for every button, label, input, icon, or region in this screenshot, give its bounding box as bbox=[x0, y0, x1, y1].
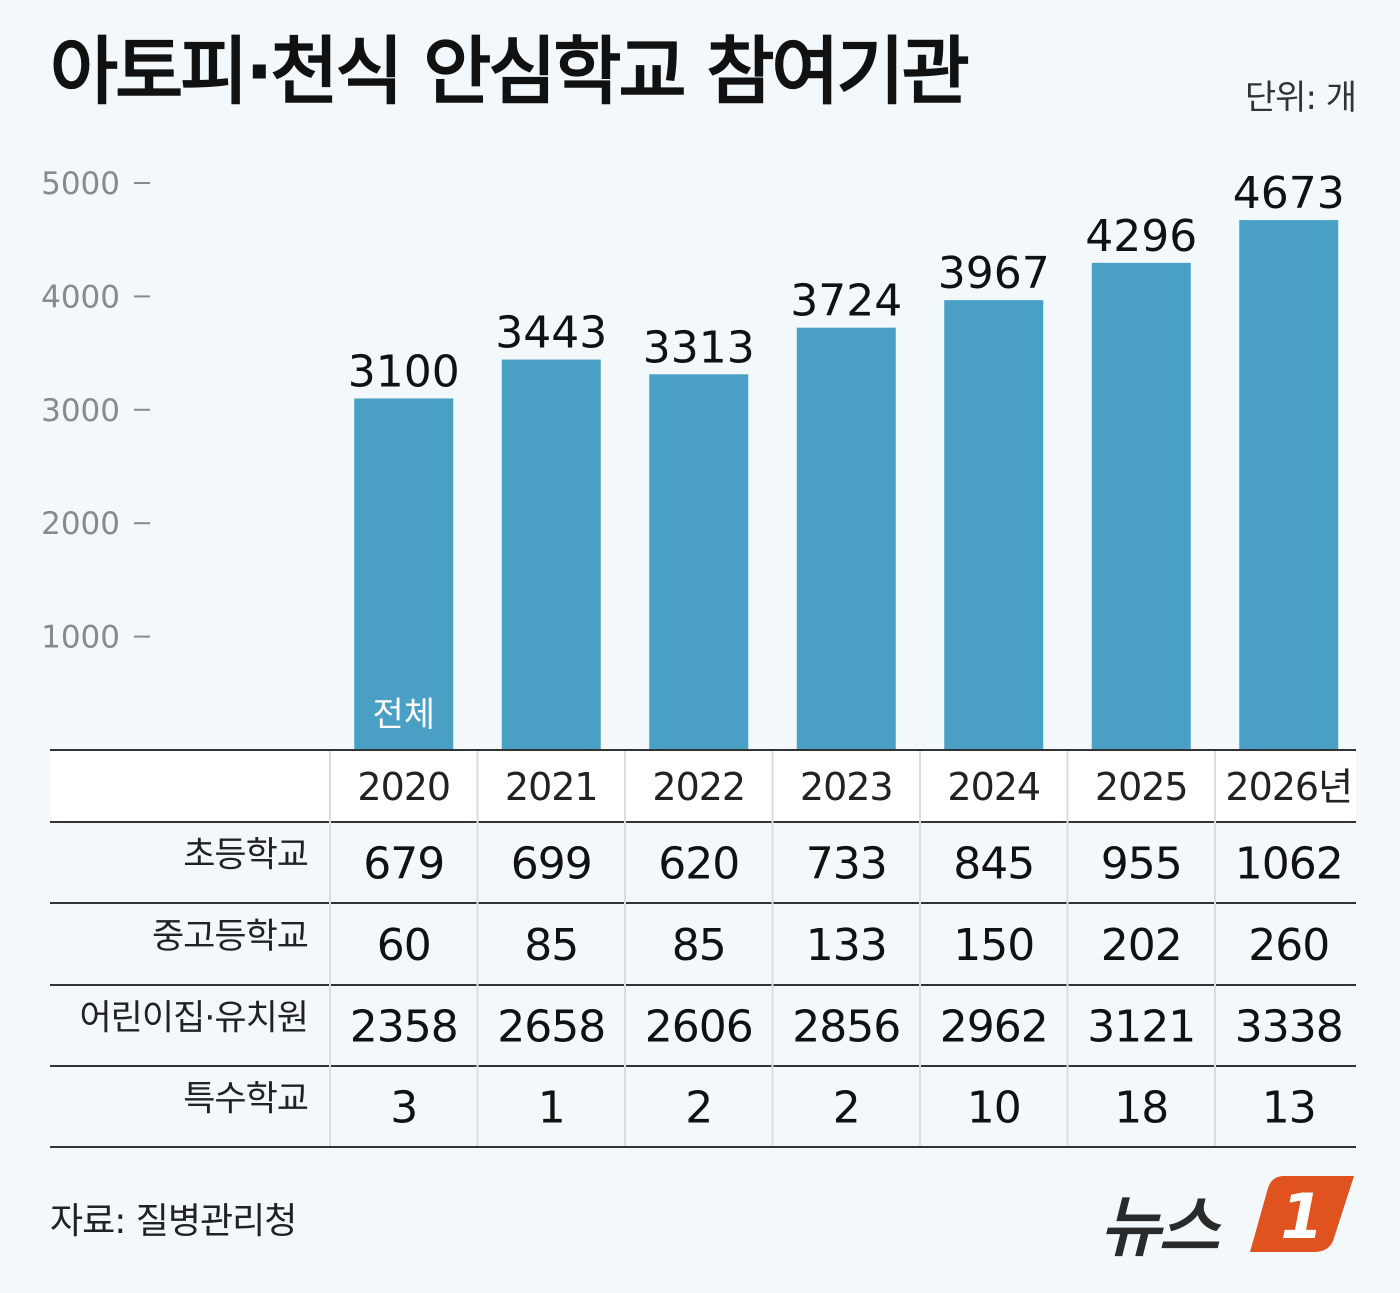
table-cell: 3121 bbox=[1087, 1002, 1195, 1053]
y-tick-label: 2000 bbox=[41, 506, 120, 542]
table-cell: 1062 bbox=[1235, 839, 1343, 890]
bar bbox=[1239, 220, 1339, 751]
row-label: 특수학교 bbox=[183, 1080, 308, 1120]
y-tick-label: 1000 bbox=[41, 620, 120, 656]
unit-label: 단위: 개 bbox=[1244, 78, 1357, 118]
year-label: 2025 bbox=[1095, 765, 1188, 809]
table-cell: 3 bbox=[390, 1083, 417, 1134]
table-cell: 202 bbox=[1101, 920, 1182, 971]
table-cell: 60 bbox=[377, 920, 431, 971]
bar-value-label: 4296 bbox=[1085, 211, 1197, 262]
table-cell: 85 bbox=[672, 920, 726, 971]
logo-badge-icon: 1 bbox=[1250, 1176, 1354, 1252]
news1-logo: 뉴스 1 bbox=[1100, 1170, 1360, 1266]
table-cell: 1 bbox=[538, 1083, 565, 1134]
table-cell: 10 bbox=[967, 1083, 1021, 1134]
y-tick-label: 5000 bbox=[41, 166, 120, 202]
logo-text: 뉴스 bbox=[1100, 1189, 1219, 1266]
bar-value-label: 3443 bbox=[495, 308, 607, 359]
table-cell: 2658 bbox=[497, 1002, 605, 1053]
table-cell: 699 bbox=[511, 839, 592, 890]
y-tick-label: 4000 bbox=[41, 279, 120, 315]
table-cell: 260 bbox=[1248, 920, 1329, 971]
table-cell: 620 bbox=[658, 839, 739, 890]
row-label: 어린이집·유치원 bbox=[79, 999, 308, 1039]
table-cell: 733 bbox=[806, 839, 887, 890]
bar bbox=[354, 398, 454, 750]
y-tick-label: 3000 bbox=[41, 393, 120, 429]
table-cell: 2 bbox=[685, 1083, 712, 1134]
table-cell: 2962 bbox=[940, 1002, 1048, 1053]
bar bbox=[796, 327, 896, 750]
table-cell: 18 bbox=[1114, 1083, 1168, 1134]
bar-value-label: 3967 bbox=[938, 248, 1050, 299]
year-label: 2023 bbox=[800, 765, 893, 809]
year-label: 2024 bbox=[947, 765, 1040, 809]
bar bbox=[649, 374, 749, 750]
table-cell: 679 bbox=[363, 839, 444, 890]
bar bbox=[944, 300, 1044, 750]
row-label: 중고등학교 bbox=[152, 917, 308, 957]
table-cell: 2 bbox=[833, 1083, 860, 1134]
table-cell: 2358 bbox=[350, 1002, 458, 1053]
table-cell: 845 bbox=[953, 839, 1034, 890]
table-cell: 3338 bbox=[1235, 1002, 1343, 1053]
bar-value-label: 3724 bbox=[790, 276, 902, 327]
chart-title: 아토피·천식 안심학교 참여기관 bbox=[50, 29, 970, 115]
table-cell: 2856 bbox=[792, 1002, 900, 1053]
source-label: 자료: 질병관리청 bbox=[50, 1201, 297, 1242]
table-cell: 150 bbox=[953, 920, 1034, 971]
year-label: 2022 bbox=[652, 765, 745, 809]
year-label: 2020 bbox=[357, 765, 450, 809]
row-label: 초등학교 bbox=[183, 836, 308, 876]
bar-value-label: 3100 bbox=[348, 346, 460, 397]
table-cell: 13 bbox=[1262, 1083, 1316, 1134]
table-header-bg bbox=[50, 751, 1356, 821]
bar-value-label: 4673 bbox=[1233, 168, 1345, 219]
table-cell: 2606 bbox=[645, 1002, 753, 1053]
table-cell: 955 bbox=[1101, 839, 1182, 890]
year-label: 2021 bbox=[505, 765, 598, 809]
bar-value-label: 3313 bbox=[643, 322, 755, 373]
bar bbox=[1091, 262, 1191, 750]
bar bbox=[501, 359, 601, 750]
year-label: 2026년 bbox=[1225, 765, 1352, 809]
table-cell: 133 bbox=[806, 920, 887, 971]
logo-badge-text: 1 bbox=[1280, 1180, 1323, 1252]
series-label: 전체 bbox=[372, 695, 435, 735]
table-cell: 85 bbox=[524, 920, 578, 971]
